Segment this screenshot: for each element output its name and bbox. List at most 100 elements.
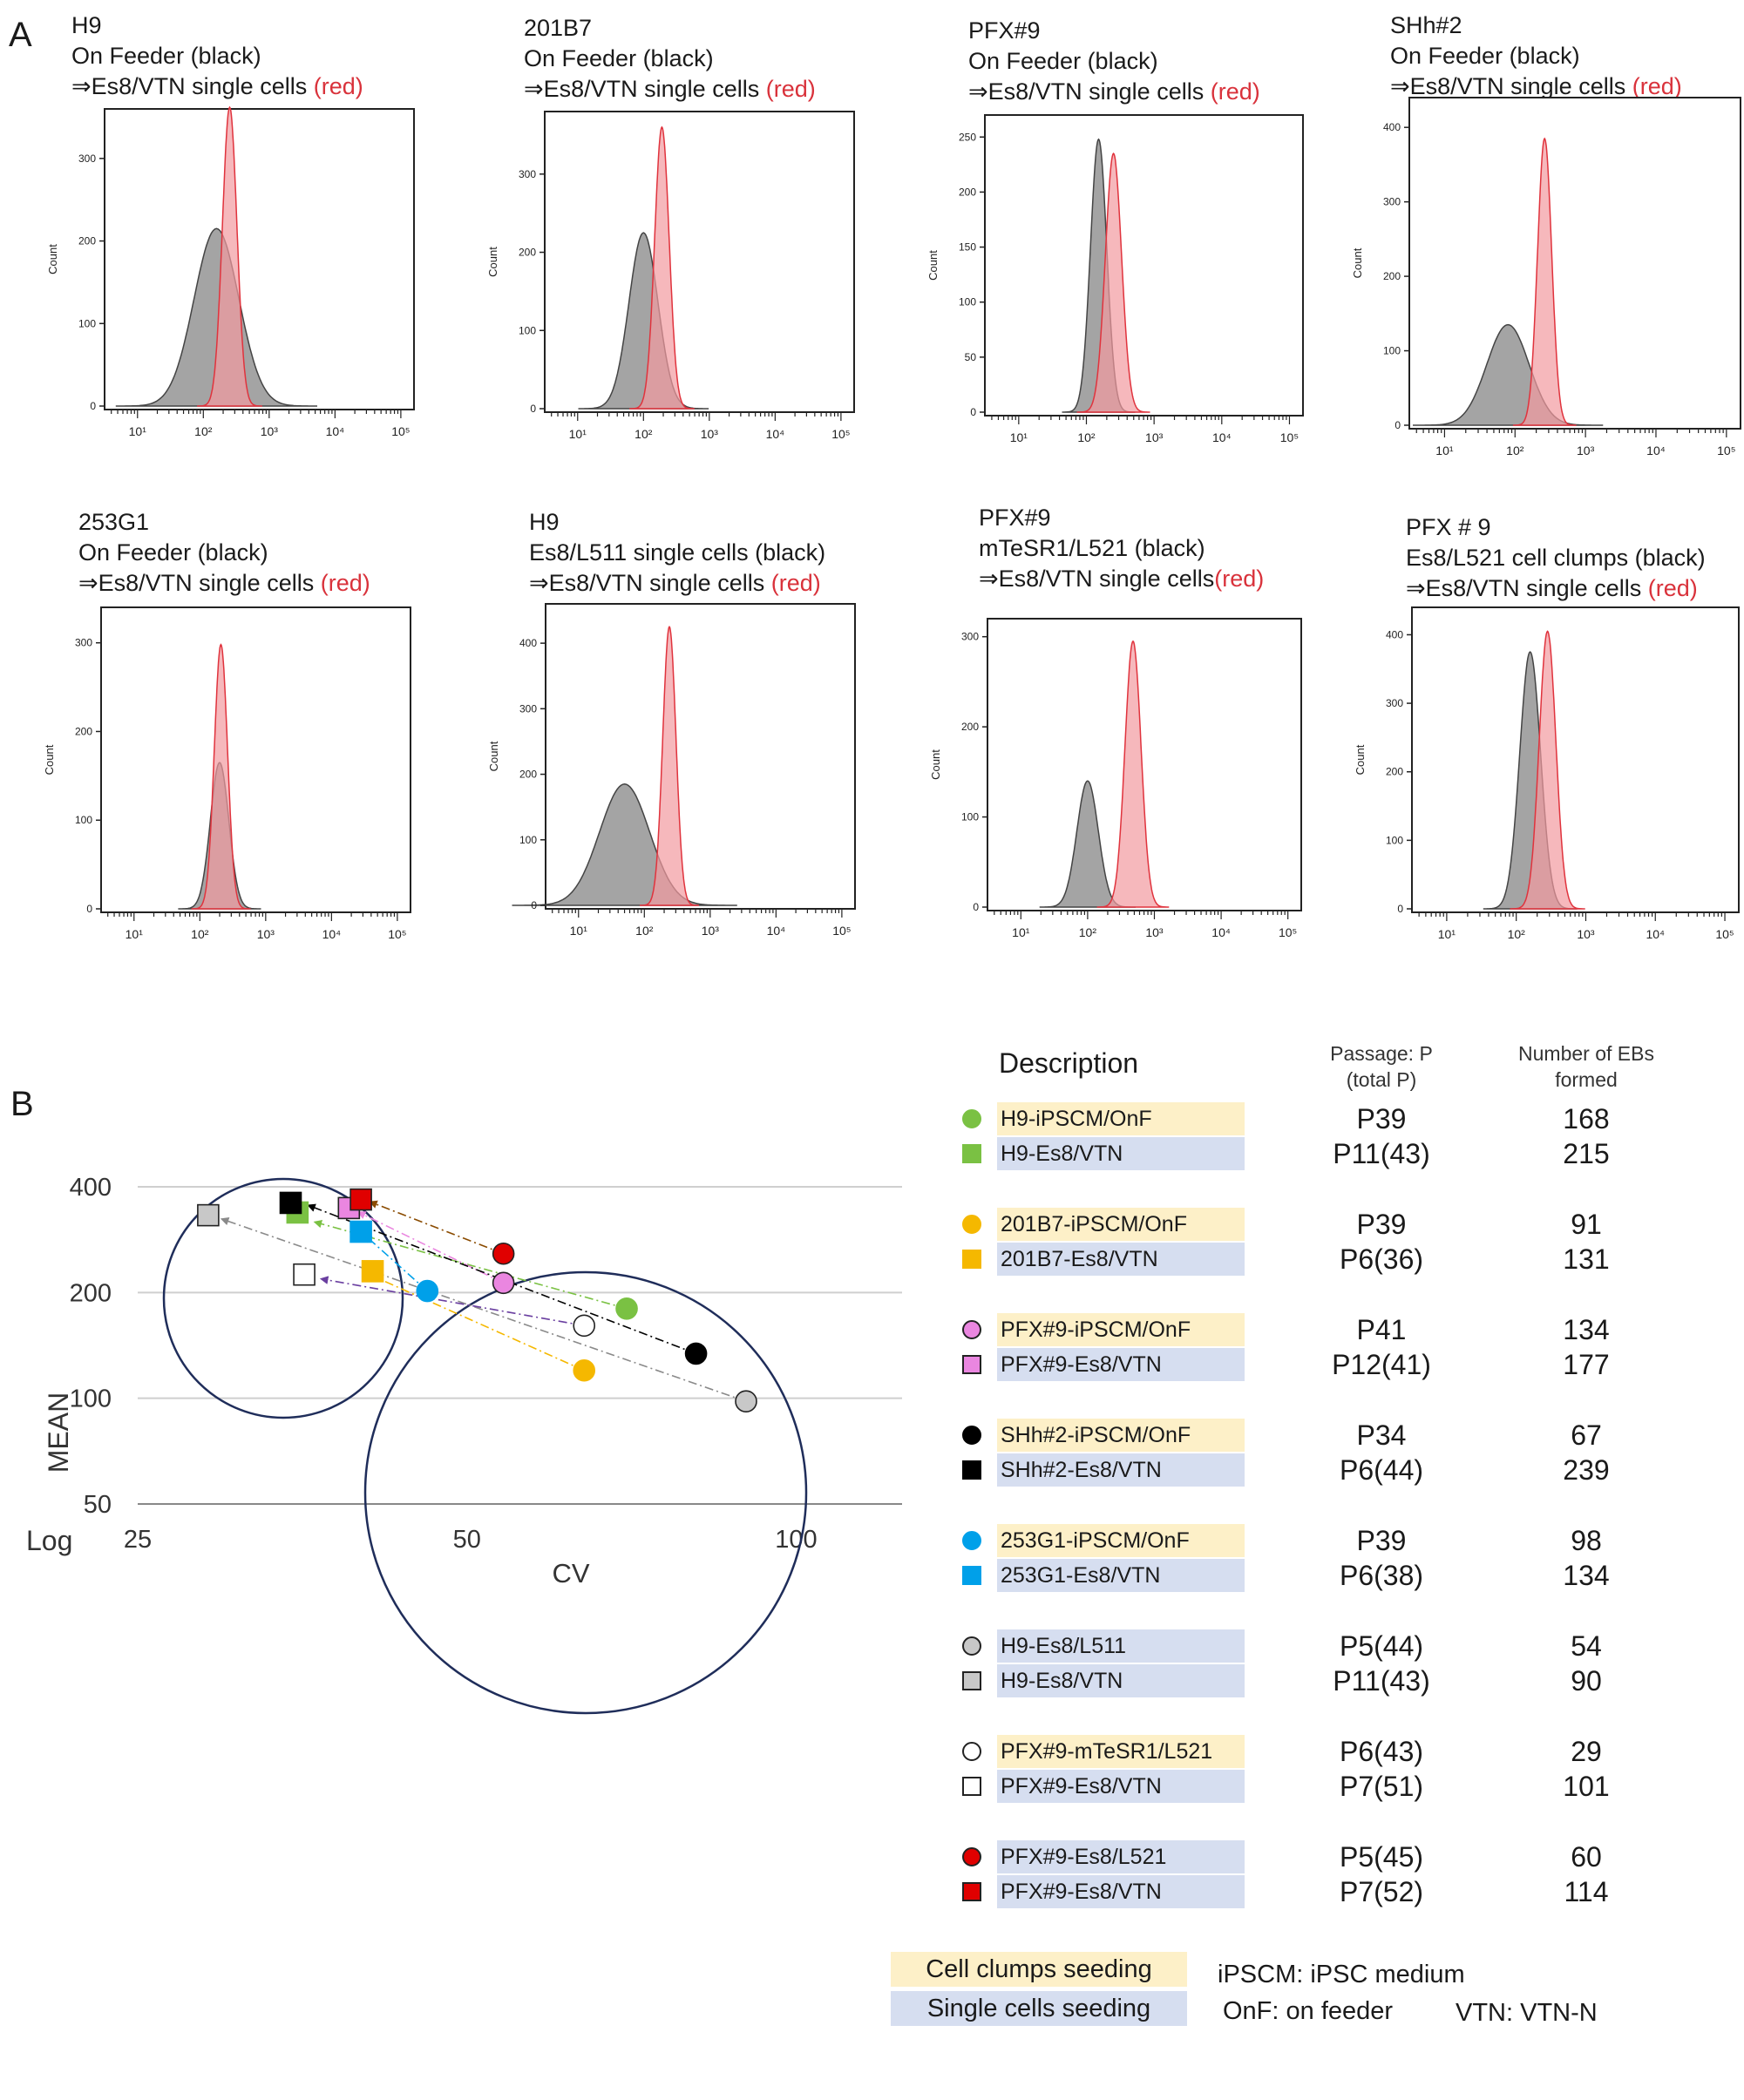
- x-tick-label: 10²: [635, 924, 654, 938]
- red-histogram-curve: [629, 125, 695, 410]
- caption-text: On Feeder (black): [78, 539, 268, 566]
- caption-line: ⇒Es8/VTN single cells (red): [71, 71, 363, 102]
- y-tick-label: 100: [519, 324, 536, 336]
- caption-line: SHh#2: [1390, 10, 1682, 41]
- legend-passage-value: P6(36): [1339, 1243, 1424, 1275]
- y-axis-label: Count: [487, 741, 500, 771]
- y-axis-label: Count: [43, 744, 56, 775]
- y-tick-label: 100: [1386, 834, 1403, 846]
- histogram-caption: PFX#9 mTeSR1/L521 (black) ⇒Es8/VTN single …: [979, 503, 1264, 594]
- y-tick-label: 0: [530, 403, 536, 415]
- y-tick-label: 100: [959, 296, 976, 308]
- y-tick-label: 0: [970, 406, 976, 418]
- legend-ebs-value: 29: [1571, 1736, 1602, 1767]
- caption-line: ⇒Es8/VTN single cells (red): [1406, 573, 1706, 604]
- footer-onf-note: OnF: on feeder: [1223, 1997, 1394, 2025]
- caption-text: On Feeder (black): [71, 43, 261, 69]
- x-tick-label: 10²: [191, 927, 209, 941]
- red-histogram-curve: [1076, 152, 1150, 413]
- footer-ipscm-note: iPSCM: iPSC medium: [1218, 1961, 1465, 1988]
- y-tick-label: 300: [1386, 697, 1403, 709]
- passage-header-line2: (total P): [1346, 1068, 1417, 1091]
- data-point-square: [349, 1220, 372, 1243]
- caption-line: On Feeder (black): [71, 41, 363, 71]
- x-tick-label: 10¹: [569, 427, 587, 441]
- x-tick-label: 10⁵: [1715, 927, 1734, 941]
- legend-row-label: SHh#2-iPSCM/OnF: [997, 1419, 1245, 1452]
- legend-ebs-value: 91: [1571, 1209, 1602, 1240]
- transition-arrow: [307, 1203, 696, 1355]
- caption-line: On Feeder (black): [1390, 41, 1682, 71]
- data-point-square: [293, 1263, 316, 1286]
- caption-line: ⇒Es8/VTN single cells (red): [529, 568, 825, 599]
- caption-line: PFX#9: [968, 16, 1260, 46]
- data-point-circle: [492, 1242, 515, 1265]
- y-tick-label: 400: [1386, 628, 1403, 640]
- y-axis-label: MEAN: [43, 1392, 74, 1473]
- panel-a-letter: A: [9, 16, 32, 54]
- x-tick-label: 10⁴: [326, 424, 345, 438]
- transition-arrow: [369, 1273, 585, 1372]
- legend-symbol-circle: [962, 1426, 981, 1445]
- x-tick-label: 10³: [1145, 430, 1164, 444]
- y-tick-label: 0: [86, 903, 92, 915]
- y-tick-label: 300: [1383, 196, 1401, 208]
- legend-row-label: 201B7-Es8/VTN: [997, 1243, 1245, 1276]
- histogram-caption: H9 On Feeder (black) ⇒Es8/VTN single cells…: [71, 10, 363, 102]
- y-tick-label: 300: [961, 631, 979, 643]
- histogram-frame: [544, 111, 855, 413]
- y-tick-label: 200: [959, 186, 976, 198]
- legend-ebs-value: 54: [1571, 1630, 1602, 1662]
- legend-passage-value: P41: [1356, 1314, 1407, 1345]
- caption-text: 201B7: [524, 15, 593, 41]
- transition-arrow: [220, 1217, 747, 1402]
- legend-ebs-value: 177: [1563, 1349, 1610, 1380]
- transition-arrow: [363, 1234, 428, 1292]
- y-tick-label: 100: [78, 317, 96, 329]
- legend-passage-value: P39: [1356, 1209, 1407, 1240]
- histogram-frame: [1411, 606, 1740, 913]
- caption-text: PFX # 9: [1406, 514, 1491, 540]
- legend-row-label: PFX#9-iPSCM/OnF: [997, 1313, 1245, 1346]
- histogram-plot: 0 100 200 300 400 Count 10¹ 10² 10³ 10⁴ 10⁵: [1351, 97, 1741, 457]
- histogram-caption: PFX#9 On Feeder (black) ⇒Es8/VTN single ce…: [968, 16, 1260, 107]
- histogram-plot: 0 100 200 300 400 Count 10¹ 10² 10³ 10⁴ 10⁵: [487, 603, 856, 938]
- legend-symbol-square: [962, 1882, 981, 1901]
- y-axis-label: Count: [46, 244, 59, 274]
- caption-line: 253G1: [78, 507, 370, 538]
- x-tick-label: 10⁵: [1717, 444, 1735, 457]
- y-tick-label: 200: [961, 721, 979, 733]
- y-tick-label: 300: [78, 152, 96, 165]
- y-tick-label: 100: [75, 814, 92, 826]
- y-tick-label: 300: [519, 168, 536, 180]
- caption-line: H9: [71, 10, 363, 41]
- caption-text: On Feeder (black): [524, 45, 714, 71]
- legend-ebs-value: 114: [1564, 1876, 1609, 1907]
- x-tick-label: 10¹: [1010, 430, 1028, 444]
- black-histogram-curve: [512, 783, 737, 906]
- x-tick-label: 10⁴: [767, 924, 786, 938]
- legend-ebs-value: 90: [1571, 1665, 1602, 1697]
- red-histogram-curve: [1510, 630, 1585, 910]
- legend-ebs-value: 239: [1563, 1454, 1610, 1486]
- caption-line: ⇒Es8/VTN single cells (red): [968, 77, 1260, 107]
- legend-passage-value: P7(51): [1339, 1771, 1424, 1802]
- y-tick-label: 200: [519, 769, 537, 781]
- legend-passage-value: P39: [1356, 1103, 1407, 1135]
- legend-symbol-circle: [962, 1847, 981, 1866]
- legend-row-label: PFX#9-Es8/VTN: [997, 1348, 1245, 1381]
- x-tick-label: 10²: [1508, 927, 1526, 941]
- x-tick-label: 100: [775, 1526, 817, 1554]
- legend-row-label: SHh#2-Es8/VTN: [997, 1453, 1245, 1487]
- legend-symbol-square: [962, 1460, 981, 1480]
- histogram-plot: 0 50 100 150 200 250 Count 10¹ 10² 10³ 10⁴ 10⁵: [926, 114, 1304, 444]
- data-point-square: [349, 1188, 372, 1211]
- legend-passage-value: P39: [1356, 1525, 1407, 1556]
- histogram-caption: 253G1 On Feeder (black) ⇒Es8/VTN single ce…: [78, 507, 370, 599]
- x-tick-label: 10⁴: [1646, 927, 1665, 941]
- legend-symbol-square: [962, 1144, 981, 1163]
- y-tick-label: 300: [519, 702, 537, 715]
- legend-symbol-circle: [962, 1531, 981, 1550]
- histogram-frame: [1408, 97, 1741, 430]
- transition-arrow: [319, 1276, 585, 1327]
